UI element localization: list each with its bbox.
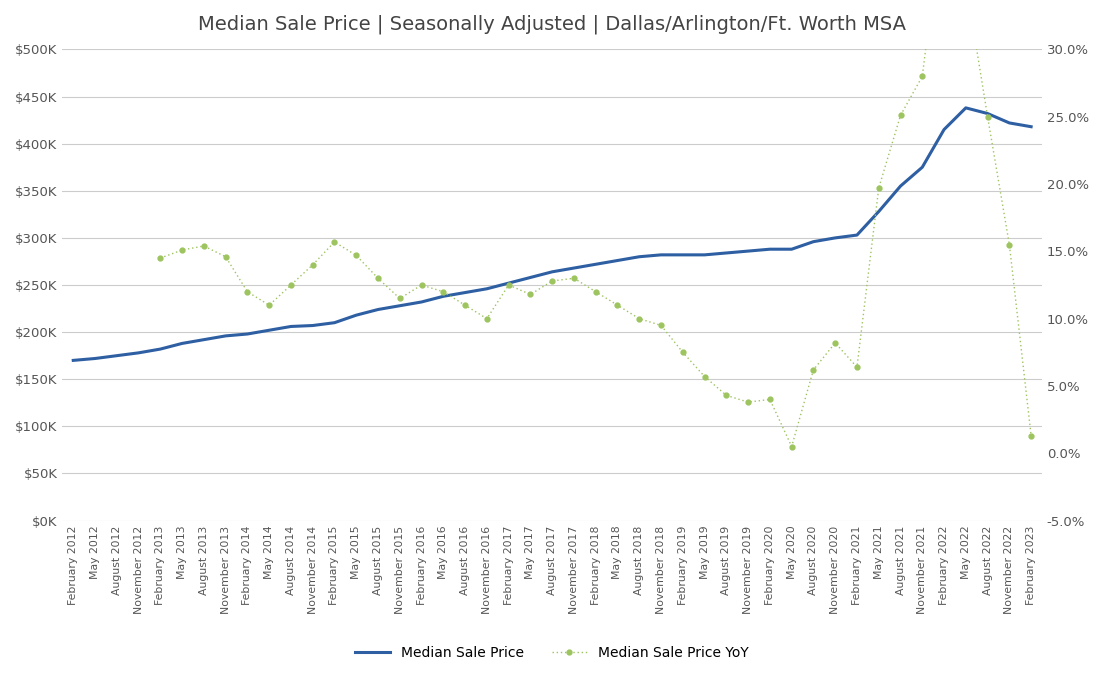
Median Sale Price YoY [545,277,559,285]
Median Sale Price YoY [219,253,232,261]
Median Sale Price [458,289,471,297]
Median Sale Price YoY [328,238,341,246]
Median Sale Price [872,208,885,216]
Median Sale Price YoY [415,281,428,289]
Median Sale Price [698,251,711,259]
Median Sale Price YoY [241,288,254,296]
Median Sale Price [88,354,102,362]
Median Sale Price YoY [502,281,516,289]
Median Sale Price YoY [698,372,711,381]
Median Sale Price YoY [590,288,603,296]
Median Sale Price [981,110,995,118]
Median Sale Price [437,292,450,300]
Median Sale Price YoY [198,242,211,250]
Legend: Median Sale Price, Median Sale Price YoY: Median Sale Price, Median Sale Price YoY [350,641,754,666]
Median Sale Price [763,245,776,254]
Median Sale Price YoY [611,301,624,309]
Median Sale Price [611,256,624,264]
Median Sale Price YoY [742,398,755,406]
Median Sale Price YoY [437,288,450,296]
Median Sale Price YoY [371,274,384,283]
Median Sale Price [110,352,124,360]
Median Sale Price YoY [676,348,689,356]
Median Sale Price YoY [872,184,885,192]
Median Sale Price YoY [306,261,319,269]
Median Sale Price [153,345,167,353]
Median Sale Price YoY [807,366,820,374]
Median Sale Price YoY [633,314,646,322]
Median Sale Price [937,126,951,134]
Median Sale Price [590,260,603,268]
Median Sale Price YoY [480,314,493,322]
Median Sale Price YoY [176,246,189,254]
Median Sale Price [894,182,907,190]
Median Sale Price YoY [153,254,167,262]
Median Sale Price [263,327,276,335]
Line: Median Sale Price: Median Sale Price [73,108,1031,360]
Median Sale Price [676,251,689,259]
Median Sale Price YoY [720,391,733,400]
Median Sale Price [306,322,319,330]
Median Sale Price [655,251,668,259]
Median Sale Price [219,332,232,340]
Median Sale Price YoY [285,281,298,289]
Median Sale Price YoY [523,291,537,299]
Median Sale Price [523,273,537,281]
Median Sale Price [328,318,341,327]
Median Sale Price YoY [981,113,995,121]
Median Sale Price [502,279,516,287]
Median Sale Price YoY [915,72,928,80]
Median Sale Price YoY [850,363,863,371]
Median Sale Price YoY [829,339,842,347]
Median Sale Price [567,264,581,272]
Median Sale Price [198,335,211,343]
Median Sale Price [241,330,254,338]
Median Sale Price YoY [393,295,406,303]
Median Sale Price [480,285,493,293]
Median Sale Price YoY [655,321,668,329]
Median Sale Price YoY [1025,432,1038,440]
Title: Median Sale Price | Seasonally Adjusted | Dallas/Arlington/Ft. Worth MSA: Median Sale Price | Seasonally Adjusted … [199,15,906,34]
Median Sale Price [720,249,733,257]
Median Sale Price YoY [894,112,907,120]
Median Sale Price [393,301,406,310]
Median Sale Price [285,322,298,331]
Median Sale Price [350,311,363,319]
Median Sale Price YoY [1002,241,1016,249]
Median Sale Price YoY [785,443,798,451]
Median Sale Price YoY [567,274,581,283]
Median Sale Price [633,253,646,261]
Median Sale Price [371,306,384,314]
Median Sale Price [1025,122,1038,130]
Median Sale Price [1002,119,1016,127]
Median Sale Price YoY [763,395,776,404]
Median Sale Price YoY [458,301,471,309]
Median Sale Price YoY [263,301,276,309]
Median Sale Price [850,231,863,239]
Median Sale Price [829,234,842,242]
Median Sale Price [959,104,973,112]
Median Sale Price [132,349,146,357]
Median Sale Price [807,237,820,245]
Median Sale Price [915,163,928,171]
Median Sale Price [545,268,559,276]
Median Sale Price YoY [350,251,363,260]
Line: Median Sale Price YoY: Median Sale Price YoY [158,0,1033,449]
Median Sale Price [176,339,189,347]
Median Sale Price [415,298,428,306]
Median Sale Price [785,245,798,254]
Median Sale Price [742,247,755,255]
Median Sale Price [66,356,79,364]
